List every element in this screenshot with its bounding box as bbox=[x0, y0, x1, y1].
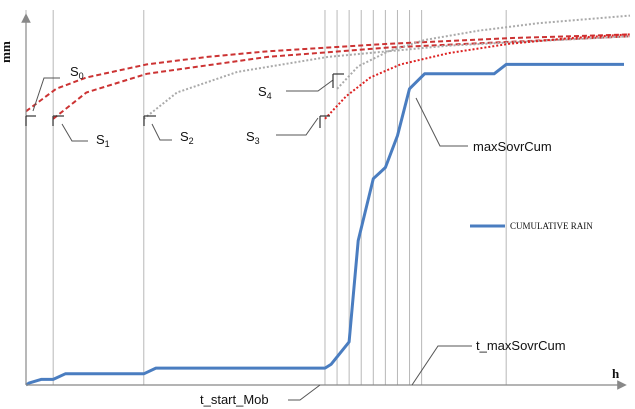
vertical-markers bbox=[25, 10, 507, 385]
label-s2: S2 bbox=[151, 123, 194, 146]
threshold-curve-s1 bbox=[52, 35, 631, 120]
threshold-curve-s4 bbox=[336, 14, 631, 90]
threshold-curve-s3 bbox=[324, 33, 631, 120]
svg-text:t_start_Mob: t_start_Mob bbox=[200, 392, 269, 407]
threshold-curve-s0 bbox=[25, 33, 631, 113]
y-axis-label: mm bbox=[0, 41, 13, 63]
svg-text:S0: S0 bbox=[70, 64, 84, 81]
label-s1: S1 bbox=[61, 123, 110, 149]
annotation-maxsovrcum: maxSovrCum bbox=[415, 97, 552, 154]
label-s4: S4 bbox=[258, 79, 334, 101]
legend-label: CUMULATIVE RAIN bbox=[510, 221, 593, 231]
svg-text:S2: S2 bbox=[180, 129, 194, 146]
annotation-t-maxsovrcum: t_maxSovrCum bbox=[411, 338, 566, 386]
svg-text:S1: S1 bbox=[96, 132, 110, 149]
legend: CUMULATIVE RAIN bbox=[470, 221, 593, 231]
x-axis-label: h bbox=[612, 366, 620, 381]
svg-text:S4: S4 bbox=[258, 84, 272, 101]
svg-text:maxSovrCum: maxSovrCum bbox=[473, 139, 552, 154]
threshold-curves bbox=[25, 14, 631, 120]
annotation-t-start-mob: t_start_Mob bbox=[200, 384, 321, 407]
curve-start-ticks bbox=[25, 73, 344, 128]
label-s3: S3 bbox=[246, 117, 319, 146]
svg-text:t_maxSovrCum: t_maxSovrCum bbox=[476, 338, 566, 353]
svg-text:S3: S3 bbox=[246, 129, 260, 146]
threshold-curve-s2 bbox=[143, 35, 631, 120]
rain-series bbox=[25, 62, 624, 387]
series-line-0 bbox=[25, 62, 624, 387]
